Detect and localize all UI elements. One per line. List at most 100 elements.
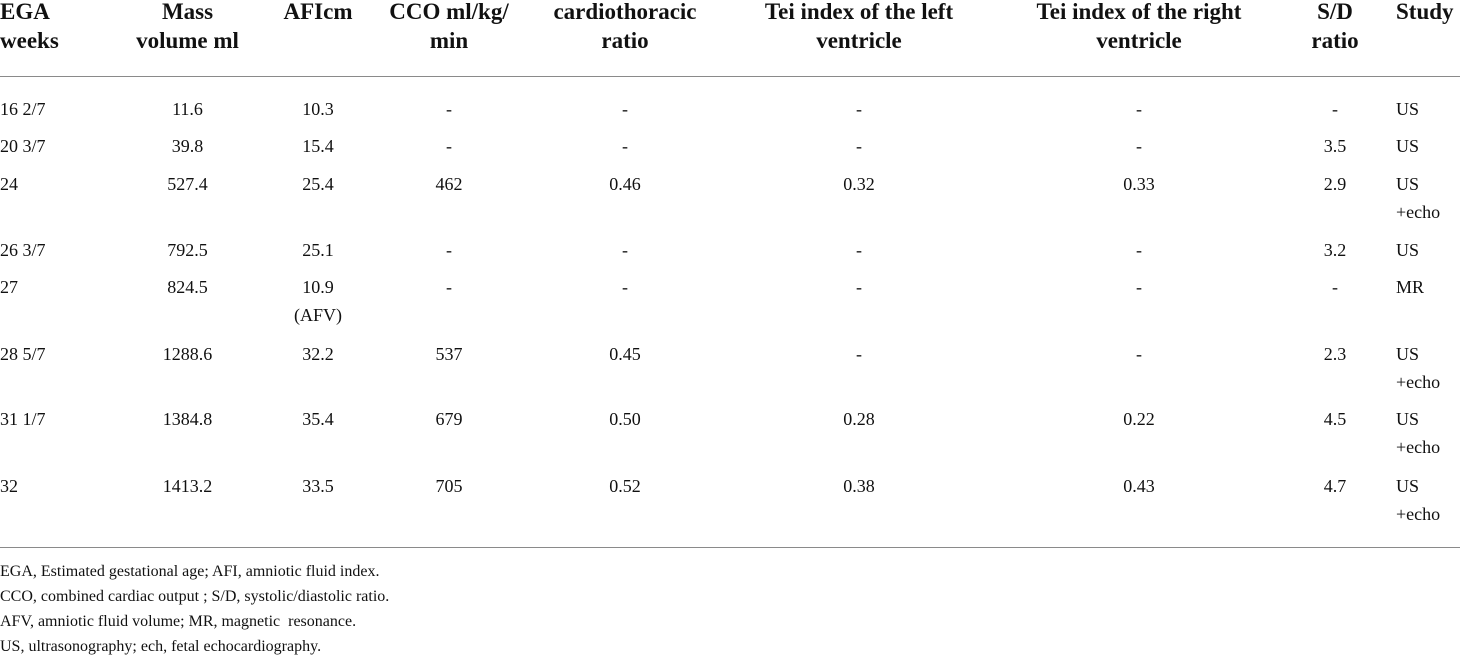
cell-study-line: US: [1396, 476, 1420, 496]
header-sd: S/D ratio: [1295, 0, 1375, 55]
cell-study: US: [1396, 236, 1419, 264]
cell-study-line: US: [1396, 136, 1420, 156]
cell-cco: 705: [435, 476, 463, 496]
cell-cco: 462: [435, 174, 463, 194]
header-ega: EGA weeks: [0, 0, 59, 55]
cell-mass: 824.5: [167, 277, 208, 297]
cell-ega: 32: [0, 476, 18, 496]
cell-study-line: US: [1396, 99, 1420, 119]
table-bottom-rule: [0, 547, 1460, 548]
cell-afi-line: (AFV): [294, 305, 342, 325]
cell-ctr: -: [622, 277, 628, 297]
cell-study-line: +echo: [1396, 504, 1441, 524]
cell-sd: 2.3: [1323, 344, 1347, 364]
cell-afi: 10.3: [270, 95, 366, 123]
cell-ctr: 0.46: [609, 174, 641, 194]
cell-afi-line: 32.2: [302, 344, 334, 364]
cell-tei-right: 0.43: [1123, 476, 1155, 496]
cell-ega: 28 5/7: [0, 344, 46, 364]
cell-afi-line: 25.4: [302, 174, 334, 194]
cell-mass: 792.5: [167, 240, 208, 260]
cell-ega: 26 3/7: [0, 240, 46, 260]
header-study: Study: [1396, 0, 1454, 26]
cell-study-line: US: [1396, 240, 1420, 260]
cell-tei-right: 0.22: [1123, 409, 1155, 429]
cell-afi: 33.5: [270, 472, 366, 500]
cell-sd: 3.2: [1323, 240, 1347, 260]
cell-afi-line: 25.1: [302, 240, 334, 260]
table-footnotes: EGA, Estimated gestational age; AFI, amn…: [0, 559, 389, 659]
header-tei-right-line1: Tei index of the right: [1036, 0, 1242, 24]
cell-afi-line: 33.5: [302, 476, 334, 496]
header-afi: AFIcm: [270, 0, 366, 26]
header-tei-left: Tei index of the left ventricle: [738, 0, 980, 55]
header-sd-line2: ratio: [1311, 28, 1359, 53]
cell-study: US +echo: [1396, 340, 1440, 396]
header-cardiothoracic: cardiothoracic ratio: [535, 0, 715, 55]
cell-afi: 25.1: [270, 236, 366, 264]
cell-afi-line: 15.4: [302, 136, 334, 156]
cell-ega: 24: [0, 174, 18, 194]
header-ega-line1: EGA: [0, 0, 50, 24]
header-cco: CCO ml/kg/ min: [375, 0, 523, 55]
cell-ctr: -: [622, 240, 628, 260]
header-rule: [0, 76, 1460, 77]
cell-cco: 679: [435, 409, 463, 429]
header-cco-line2: min: [429, 28, 469, 53]
cell-ctr: -: [622, 99, 628, 119]
cell-afi: 35.4: [270, 405, 366, 433]
header-cco-line1: CCO ml/kg/: [389, 0, 509, 24]
cell-tei-left: -: [856, 277, 862, 297]
header-ctr-line2: ratio: [601, 28, 649, 53]
cell-tei-left: 0.32: [843, 174, 875, 194]
cell-afi-line: 35.4: [302, 409, 334, 429]
header-mass-line1: Mass: [161, 0, 214, 24]
cell-sd: -: [1332, 277, 1338, 297]
cell-sd: 4.5: [1323, 409, 1347, 429]
cell-study: US: [1396, 132, 1419, 160]
cell-tei-left: -: [856, 99, 862, 119]
cell-ctr: 0.45: [609, 344, 641, 364]
footnote: AFV, amniotic fluid volume; MR, magnetic…: [0, 613, 357, 630]
cell-study: US +echo: [1396, 170, 1440, 226]
cell-sd: 2.9: [1323, 174, 1347, 194]
cell-mass: 527.4: [167, 174, 208, 194]
header-tei-left-line1: Tei index of the left: [764, 0, 954, 24]
cell-tei-right: -: [1136, 99, 1142, 119]
cell-cco: 537: [435, 344, 463, 364]
header-tei-right: Tei index of the right ventricle: [1005, 0, 1273, 55]
cell-study-line: US: [1396, 174, 1420, 194]
cell-study-line: +echo: [1396, 372, 1441, 392]
cell-tei-left: -: [856, 240, 862, 260]
cell-tei-left: 0.38: [843, 476, 875, 496]
cell-study-line: +echo: [1396, 437, 1441, 457]
header-study-line1: Study: [1396, 0, 1454, 24]
cell-afi: 25.4: [270, 170, 366, 198]
header-ctr-line1: cardiothoracic: [553, 0, 697, 24]
cell-afi-line: 10.3: [302, 99, 334, 119]
cell-tei-left: -: [856, 136, 862, 156]
cell-ega: 27: [0, 277, 18, 297]
cell-mass: 39.8: [171, 136, 204, 156]
header-mass-line2: volume ml: [136, 28, 239, 53]
header-afi-line1: AFIcm: [283, 0, 353, 24]
cell-ctr: 0.50: [609, 409, 641, 429]
header-tei-left-line2: ventricle: [816, 28, 902, 53]
cell-cco: -: [446, 136, 452, 156]
cell-ega: 31 1/7: [0, 409, 46, 429]
cell-sd: 3.5: [1323, 136, 1347, 156]
cell-study: US +echo: [1396, 405, 1440, 461]
header-sd-line1: S/D: [1317, 0, 1353, 24]
cell-cco: -: [446, 240, 452, 260]
cell-study-line: US: [1396, 409, 1420, 429]
cell-ega: 20 3/7: [0, 136, 46, 156]
cell-ctr: -: [622, 136, 628, 156]
footnote: US, ultrasonography; ech, fetal echocard…: [0, 638, 322, 655]
cell-study: US +echo: [1396, 472, 1440, 528]
cell-afi-line: 10.9: [302, 277, 334, 297]
cell-mass: 1413.2: [162, 476, 213, 496]
header-tei-right-line2: ventricle: [1096, 28, 1182, 53]
footnote: CCO, combined cardiac output ; S/D, syst…: [0, 588, 390, 605]
cell-tei-right: -: [1136, 344, 1142, 364]
cell-afi: 15.4: [270, 132, 366, 160]
